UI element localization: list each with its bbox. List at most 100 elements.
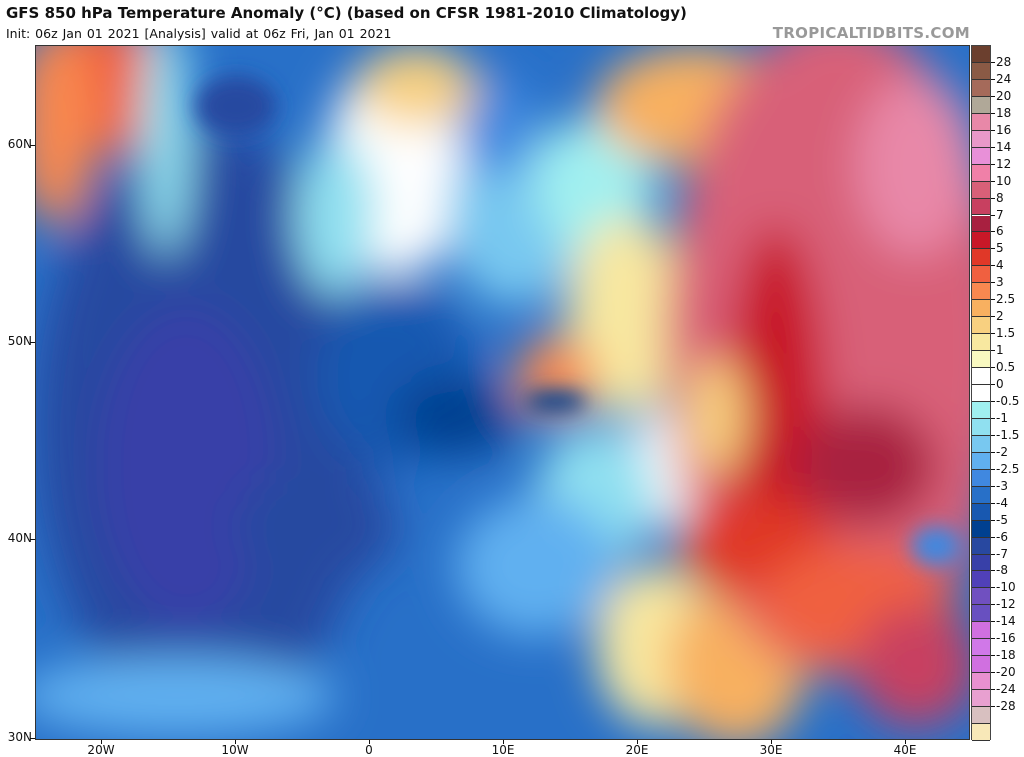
colorbar-swatch xyxy=(972,401,990,419)
colorbar-tick xyxy=(991,95,995,97)
colorbar-label: 24 xyxy=(996,71,1012,86)
colorbar-swatch xyxy=(972,113,990,131)
colorbar-label: -6 xyxy=(996,529,1008,544)
colorbar-label: 6 xyxy=(996,224,1004,239)
colorbar-swatch xyxy=(972,588,990,606)
colorbar-label: 7 xyxy=(996,207,1004,222)
colorbar-label: 20 xyxy=(996,88,1012,103)
temperature-anomaly-map[interactable] xyxy=(35,45,970,740)
colorbar-tick xyxy=(991,367,995,369)
colorbar-label: -5 xyxy=(996,512,1008,527)
colorbar-swatch xyxy=(972,147,990,165)
colorbar-swatch xyxy=(972,520,990,538)
colorbar-tick xyxy=(991,316,995,318)
colorbar-label: 2.5 xyxy=(996,292,1016,307)
colorbar-label: -20 xyxy=(996,665,1016,680)
colorbar-tick xyxy=(991,706,995,708)
lon-tick xyxy=(235,740,236,744)
colorbar-swatch xyxy=(972,656,990,674)
colorbar-label: -3 xyxy=(996,478,1008,493)
colorbar-swatch xyxy=(972,452,990,470)
colorbar-tick xyxy=(991,299,995,301)
colorbar-tick xyxy=(991,231,995,233)
colorbar-label: -10 xyxy=(996,580,1016,595)
colorbar-tick xyxy=(991,400,995,402)
colorbar-swatch xyxy=(972,181,990,199)
colorbar-label: -4 xyxy=(996,495,1008,510)
lat-label: 50N xyxy=(7,334,32,348)
colorbar-tick xyxy=(991,282,995,284)
lon-tick xyxy=(101,740,102,744)
colorbar-tick xyxy=(991,333,995,335)
lon-label: 20W xyxy=(87,743,115,757)
colorbar-label: 1.5 xyxy=(996,326,1016,341)
lon-label: 0 xyxy=(365,743,373,757)
brand-watermark: TROPICALTIDBITS.COM xyxy=(772,24,970,42)
lon-label: 30E xyxy=(759,743,783,757)
colorbar-swatch xyxy=(972,469,990,487)
colorbar-tick xyxy=(991,180,995,182)
lat-label: 30N xyxy=(7,730,32,744)
colorbar-tick xyxy=(991,604,995,606)
colorbar-label: 0 xyxy=(996,377,1004,392)
colorbar-label: -1.5 xyxy=(996,427,1020,442)
colorbar-swatch xyxy=(972,503,990,521)
colorbar-swatch xyxy=(972,334,990,352)
colorbar-swatch xyxy=(972,232,990,250)
colorbar-swatch xyxy=(972,249,990,267)
colorbar-tick xyxy=(991,417,995,419)
lon-label: 40E xyxy=(893,743,917,757)
colorbar xyxy=(971,45,991,741)
colorbar-tick xyxy=(991,621,995,623)
lat-tick xyxy=(30,342,35,343)
colorbar-tick xyxy=(991,502,995,504)
colorbar-label: -2 xyxy=(996,444,1008,459)
colorbar-label: 12 xyxy=(996,156,1012,171)
colorbar-tick xyxy=(991,519,995,521)
colorbar-swatch xyxy=(972,62,990,80)
colorbar-swatch xyxy=(972,707,990,725)
colorbar-label: -8 xyxy=(996,563,1008,578)
colorbar-tick xyxy=(991,248,995,250)
colorbar-label: -28 xyxy=(996,699,1016,714)
colorbar-tick xyxy=(991,384,995,386)
colorbar-label: 8 xyxy=(996,190,1004,205)
colorbar-tick xyxy=(991,689,995,691)
colorbar-swatch xyxy=(972,46,990,63)
colorbar-swatch xyxy=(972,368,990,385)
colorbar-label: 2 xyxy=(996,309,1004,324)
colorbar-tick xyxy=(991,553,995,555)
colorbar-swatch xyxy=(972,164,990,182)
colorbar-label: 0.5 xyxy=(996,360,1016,375)
colorbar-swatch xyxy=(972,215,990,233)
colorbar-tick xyxy=(991,146,995,148)
colorbar-label: 28 xyxy=(996,54,1012,69)
lat-tick xyxy=(30,738,35,739)
colorbar-swatch xyxy=(972,385,990,402)
colorbar-label: -24 xyxy=(996,682,1016,697)
lon-label: 10E xyxy=(491,743,515,757)
colorbar-swatch xyxy=(972,435,990,453)
colorbar-tick xyxy=(991,638,995,640)
colorbar-tick xyxy=(991,163,995,165)
colorbar-label: -14 xyxy=(996,614,1016,629)
colorbar-swatch xyxy=(972,537,990,555)
colorbar-tick xyxy=(991,451,995,453)
colorbar-swatch xyxy=(972,639,990,657)
colorbar-label: 1 xyxy=(996,343,1004,358)
colorbar-tick xyxy=(991,536,995,538)
lon-tick xyxy=(503,740,504,744)
colorbar-swatch xyxy=(972,130,990,148)
colorbar-swatch xyxy=(972,351,990,369)
colorbar-swatch xyxy=(972,571,990,589)
colorbar-swatch xyxy=(972,283,990,301)
colorbar-tick xyxy=(991,197,995,199)
lon-tick xyxy=(369,740,370,744)
colorbar-tick xyxy=(991,112,995,114)
colorbar-swatch xyxy=(972,605,990,623)
colorbar-label: 10 xyxy=(996,173,1012,188)
colorbar-swatch xyxy=(972,622,990,640)
colorbar-label: 3 xyxy=(996,275,1004,290)
lon-label: 20E xyxy=(625,743,649,757)
colorbar-swatch xyxy=(972,96,990,114)
